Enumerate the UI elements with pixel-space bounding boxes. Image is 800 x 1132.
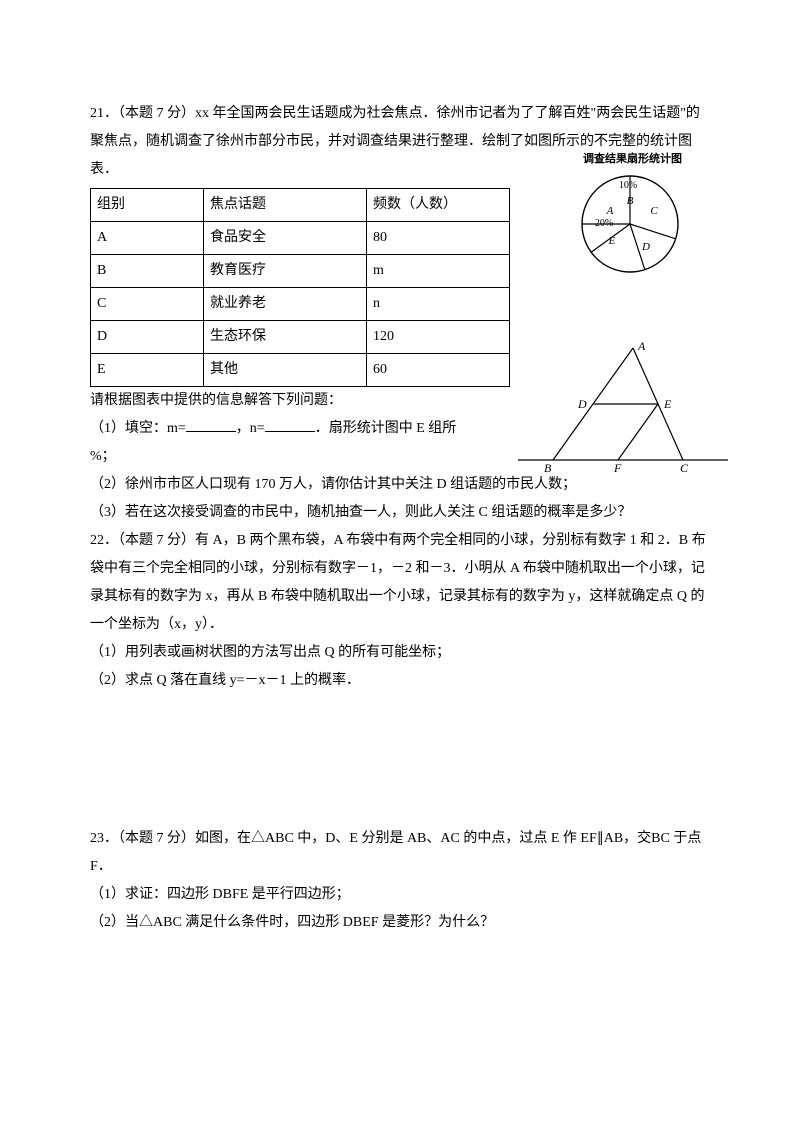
table-cell: 食品安全 xyxy=(204,222,367,255)
svg-text:E: E xyxy=(608,235,616,247)
blank-m xyxy=(186,418,236,432)
table-header-cell: 频数（人数） xyxy=(367,189,510,222)
table-row: C就业养老n xyxy=(91,288,510,321)
table-cell: 其他 xyxy=(204,354,367,387)
svg-text:B: B xyxy=(627,195,634,207)
table-header-cell: 焦点话题 xyxy=(204,189,367,222)
table-cell: 60 xyxy=(367,354,510,387)
table-header-cell: 组别 xyxy=(91,189,204,222)
q22: 22．（本题 7 分）有 A，B 两个黑布袋，A 布袋中有两个完全相同的小球，分… xyxy=(90,527,710,695)
q22-sub2: （2）求点 Q 落在直线 y=－x－1 上的概率． xyxy=(90,667,710,695)
table-cell: E xyxy=(91,354,204,387)
table-cell: m xyxy=(367,255,510,288)
svg-text:A: A xyxy=(637,340,646,353)
svg-text:D: D xyxy=(641,241,650,253)
table-cell: D xyxy=(91,321,204,354)
q22-heading: 22．（本题 7 分）有 A，B 两个黑布袋，A 布袋中有两个完全相同的小球，分… xyxy=(90,527,710,639)
svg-text:A: A xyxy=(606,205,614,217)
table-cell: C xyxy=(91,288,204,321)
table-cell: 就业养老 xyxy=(204,288,367,321)
svg-text:10%: 10% xyxy=(619,180,637,191)
table-row: A食品安全80 xyxy=(91,222,510,255)
table-cell: 生态环保 xyxy=(204,321,367,354)
table-cell: 80 xyxy=(367,222,510,255)
q23-sub2: （2）当△ABC 满足什么条件时，四边形 DBEF 是菱形？为什么？ xyxy=(90,909,710,937)
page: 21．（本题 7 分）xx 年全国两会民生话题成为社会焦点．徐州市记者为了了解百… xyxy=(0,0,800,1132)
blank-n xyxy=(265,418,315,432)
triangle-diagram: A B C D E F xyxy=(518,340,728,480)
pie-chart: A20% B 10% C D E xyxy=(570,164,690,284)
svg-text:B: B xyxy=(544,461,552,475)
q21-table: 组别焦点话题频数（人数）A食品安全80B教育医疗mC就业养老nD生态环保120E… xyxy=(90,188,510,387)
table-row: E其他60 xyxy=(91,354,510,387)
table-cell: n xyxy=(367,288,510,321)
svg-text:20%: 20% xyxy=(595,218,613,229)
svg-text:C: C xyxy=(680,461,689,475)
q23: 23．（本题 7 分）如图，在△ABC 中，D、E 分别是 AB、AC 的中点，… xyxy=(90,825,710,937)
q21-sub3: （3）若在这次接受调查的市民中，随机抽查一人，则此人关注 C 组话题的概率是多少… xyxy=(90,499,710,527)
table-cell: 教育医疗 xyxy=(204,255,367,288)
table-row: D生态环保120 xyxy=(91,321,510,354)
svg-text:D: D xyxy=(577,397,587,411)
q22-sub1: （1）用列表或画树状图的方法写出点 Q 的所有可能坐标； xyxy=(90,639,710,667)
svg-text:C: C xyxy=(650,205,658,217)
q23-sub1: （1）求证：四边形 DBFE 是平行四边形； xyxy=(90,881,710,909)
table-cell: B xyxy=(91,255,204,288)
svg-text:E: E xyxy=(663,397,672,411)
svg-text:F: F xyxy=(613,461,622,475)
table-cell: 120 xyxy=(367,321,510,354)
table-cell: A xyxy=(91,222,204,255)
q23-heading: 23．（本题 7 分）如图，在△ABC 中，D、E 分别是 AB、AC 的中点，… xyxy=(90,825,710,881)
vertical-spacer xyxy=(90,695,710,825)
table-row: B教育医疗m xyxy=(91,255,510,288)
q21-wrap: 21．（本题 7 分）xx 年全国两会民生话题成为社会焦点．徐州市记者为了了解百… xyxy=(90,100,710,527)
